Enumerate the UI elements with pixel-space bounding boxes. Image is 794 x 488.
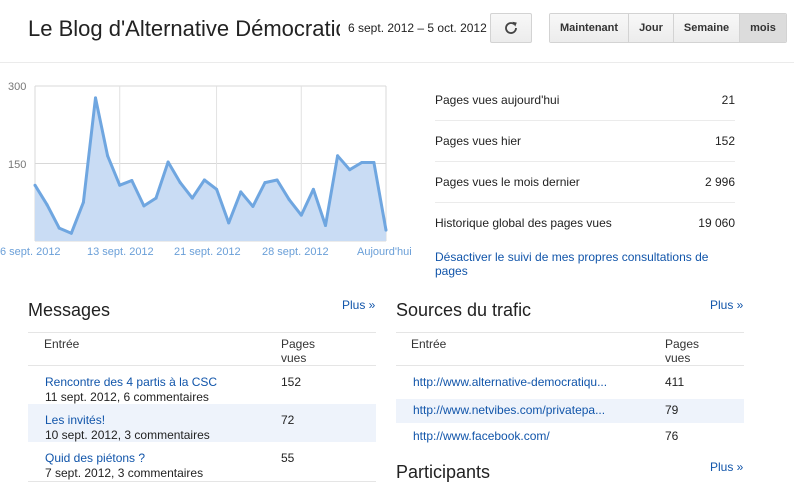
chart-data-point	[81, 200, 85, 204]
chart-data-point	[227, 221, 231, 225]
chart-data-point	[239, 190, 243, 194]
stat-value: 152	[714, 134, 735, 148]
chart-data-point	[130, 179, 134, 183]
post-meta: 11 sept. 2012, 6 commentaires	[45, 390, 209, 404]
chart-data-point	[348, 168, 352, 172]
chart-area-fill	[35, 97, 386, 242]
post-title-link[interactable]: Rencontre des 4 partis à la CSC	[45, 375, 218, 389]
chart-data-point	[94, 96, 98, 100]
chart-data-point	[106, 154, 110, 158]
chart-series-line	[33, 96, 388, 235]
chart-data-point	[360, 160, 364, 164]
page-title: Le Blog d'Alternative Démocratique	[28, 16, 340, 41]
stat-label: Pages vues aujourd'hui	[435, 93, 560, 107]
post-title-link[interactable]: Les invités!	[45, 413, 106, 427]
column-header-entry: Entrée	[411, 337, 447, 351]
post-title-link[interactable]: Quid des piétons ?	[45, 451, 146, 465]
table-row: http://www.facebook.com/ 76	[396, 423, 744, 447]
chart-data-point	[69, 231, 73, 235]
x-tick-label: 6 sept. 2012	[0, 246, 61, 258]
column-header-entry: Entrée	[44, 337, 80, 351]
stat-value: 19 060	[698, 216, 735, 230]
chart-data-point	[275, 178, 279, 182]
chart-data-point	[384, 228, 388, 232]
disable-own-pageviews-link[interactable]: Désactiver le suivi de mes propres consu…	[435, 250, 709, 278]
messages-title: Messages	[28, 300, 111, 320]
range-week-button[interactable]: Semaine	[672, 14, 740, 42]
stat-value: 2 996	[704, 175, 735, 189]
chart-data-point	[263, 181, 267, 185]
traffic-sources-more-link[interactable]: Plus »	[710, 298, 744, 312]
range-month-button[interactable]: mois	[739, 14, 786, 42]
chart-data-point	[336, 154, 340, 158]
stat-row: Pages vues hier 152	[435, 121, 735, 162]
chart-data-point	[142, 204, 146, 208]
stat-value: 21	[721, 93, 735, 107]
post-views: 72	[281, 413, 295, 427]
chart-data-point	[178, 181, 182, 185]
source-views: 76	[665, 429, 679, 443]
messages-table: Entrée Pages vues Rencontre des 4 partis…	[28, 332, 376, 482]
traffic-sources-title: Sources du trafic	[396, 300, 532, 320]
chart-data-point	[215, 187, 219, 191]
stat-label: Historique global des pages vues	[435, 216, 612, 230]
x-tick-label: 28 sept. 2012	[262, 246, 329, 258]
table-header: Entrée Pages vues	[28, 332, 376, 366]
y-tick-label: 150	[8, 159, 26, 171]
column-header-views: Pages vues	[281, 337, 316, 365]
column-header-views: Pages vues	[665, 337, 700, 365]
chart-data-point	[251, 204, 255, 208]
refresh-icon	[505, 21, 517, 34]
source-url-link[interactable]: http://www.alternative-democratiqu...	[413, 375, 608, 389]
chart-data-point	[299, 213, 303, 217]
time-range-selector: Maintenant Jour Semaine mois	[549, 13, 787, 43]
x-tick-label: 13 sept. 2012	[87, 246, 154, 258]
post-meta: 10 sept. 2012, 3 commentaires	[45, 428, 210, 442]
chart-data-point	[33, 183, 37, 187]
source-url-link[interactable]: http://www.facebook.com/	[413, 429, 550, 443]
stat-row: Historique global des pages vues 19 060	[435, 203, 735, 243]
stat-label: Pages vues hier	[435, 134, 522, 148]
table-row: Quid des piétons ? 7 sept. 2012, 3 comme…	[28, 442, 376, 482]
chart-data-point	[190, 196, 194, 200]
table-row: http://www.netvibes.com/privatepa... 79	[396, 399, 744, 423]
chart-data-point	[372, 160, 376, 164]
table-row: http://www.alternative-democratiqu... 41…	[396, 366, 744, 399]
source-views: 79	[665, 403, 679, 417]
chart-data-point	[118, 183, 122, 187]
pageview-stats: Pages vues aujourd'hui 21 Pages vues hie…	[435, 80, 735, 243]
date-range: 6 sept. 2012 – 5 oct. 2012	[348, 21, 487, 35]
post-views: 152	[281, 375, 302, 389]
table-row: Rencontre des 4 partis à la CSC 11 sept.…	[28, 366, 376, 404]
x-tick-label: Aujourd'hui	[357, 246, 412, 258]
chart-data-point	[45, 203, 49, 207]
traffic-sources-table: Entrée Pages vues http://www.alternative…	[396, 332, 744, 447]
x-tick-label: 21 sept. 2012	[174, 246, 241, 258]
range-now-button[interactable]: Maintenant	[550, 14, 629, 42]
chart-data-point	[57, 226, 61, 230]
stat-label: Pages vues le mois dernier	[435, 175, 580, 189]
header-divider	[0, 62, 794, 63]
chart-data-point	[202, 178, 206, 182]
table-header: Entrée Pages vues	[396, 332, 744, 366]
table-row: Les invités! 10 sept. 2012, 3 commentair…	[28, 404, 376, 442]
source-views: 411	[665, 375, 685, 389]
source-url-link[interactable]: http://www.netvibes.com/privatepa...	[413, 403, 606, 417]
stat-row: Pages vues aujourd'hui 21	[435, 80, 735, 121]
chart-data-point	[323, 224, 327, 227]
participants-title: Participants	[396, 462, 491, 482]
chart-data-point	[154, 196, 158, 200]
pageviews-chart: 300 150 6 sept. 2012 13 sept. 2012 21 se…	[0, 81, 412, 258]
stat-row: Pages vues le mois dernier 2 996	[435, 162, 735, 203]
y-tick-label: 300	[8, 81, 26, 93]
refresh-button[interactable]	[490, 13, 532, 43]
messages-more-link[interactable]: Plus »	[342, 298, 376, 312]
post-meta: 7 sept. 2012, 3 commentaires	[45, 466, 204, 480]
post-views: 55	[281, 451, 295, 465]
chart-data-point	[287, 198, 291, 202]
chart-data-point	[166, 160, 170, 164]
range-day-button[interactable]: Jour	[628, 14, 673, 42]
chart-data-point	[311, 187, 315, 191]
participants-more-link[interactable]: Plus »	[710, 460, 744, 474]
